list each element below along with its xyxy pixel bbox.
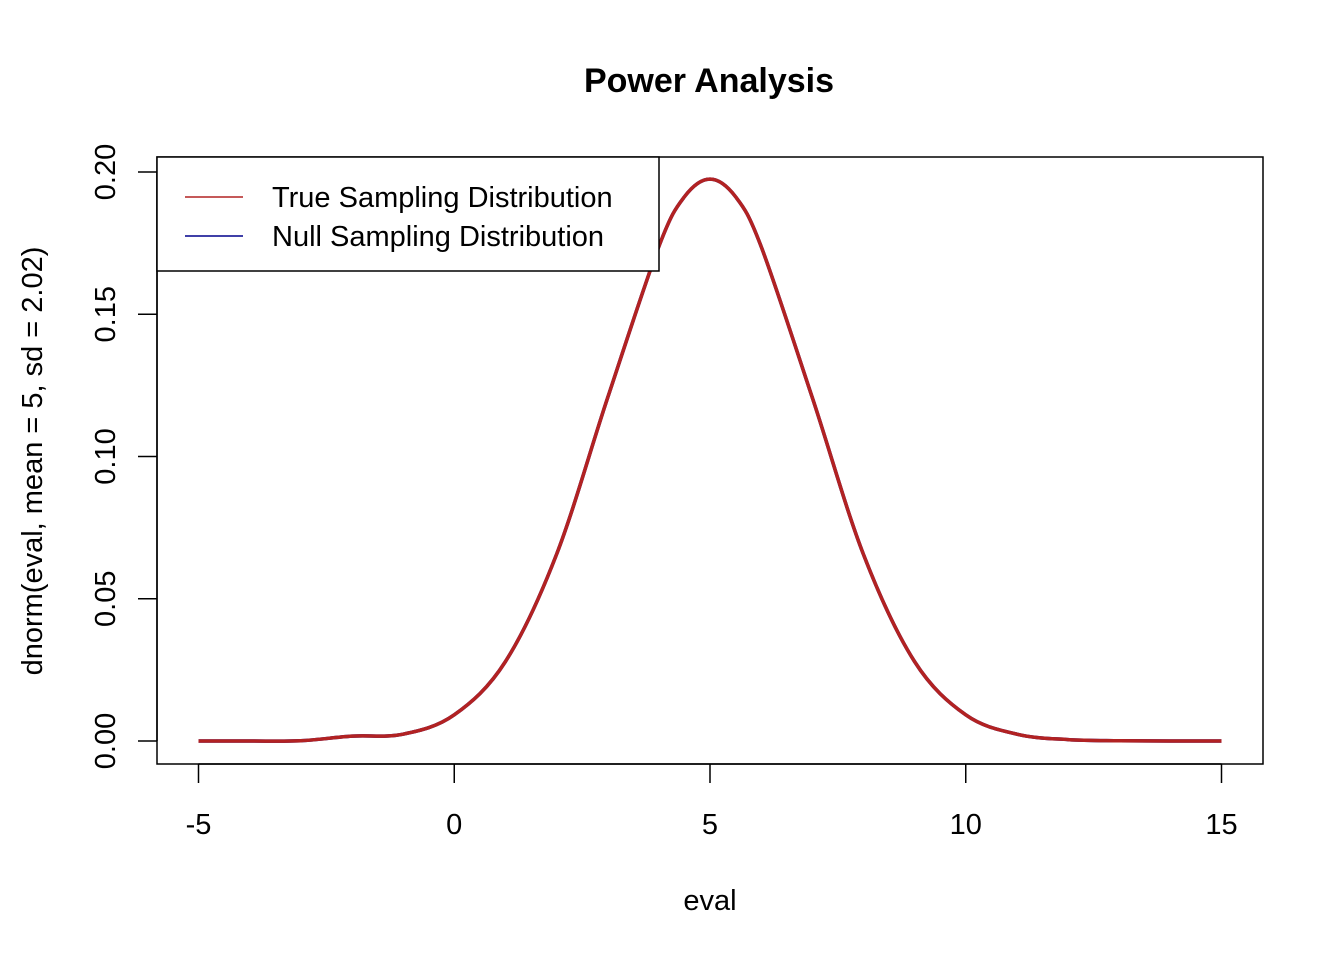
y-tick-label: 0.20 [90,144,122,200]
y-axis: 0.00 0.05 0.10 0.15 0.20 [90,144,158,769]
legend-label-null-sampling-distribution: Null Sampling Distribution [272,221,604,253]
legend-box [156,156,660,272]
x-tick-label: 5 [702,809,718,841]
y-tick-label: 0.15 [90,286,122,342]
legend-label-true-sampling-distribution: True Sampling Distribution [272,182,613,214]
legend: True Sampling Distribution Null Sampling… [156,156,660,272]
series-line-true-sampling-distribution [198,177,1222,743]
x-tick-label: -5 [186,809,212,841]
y-axis-label: dnorm(eval, mean = 5, sd = 2.02) [17,247,49,676]
x-axis-label: eval [683,885,736,917]
x-tick-label: 0 [446,809,462,841]
series-layer [198,177,1222,743]
y-tick-label: 0.00 [90,713,122,769]
y-tick-label: 0.05 [90,571,122,627]
x-axis: -5 0 5 10 15 [186,763,1238,841]
chart-title: Power Analysis [584,62,834,100]
x-tick-label: 10 [950,809,982,841]
x-tick-label: 15 [1205,809,1237,841]
y-tick-label: 0.10 [90,428,122,484]
